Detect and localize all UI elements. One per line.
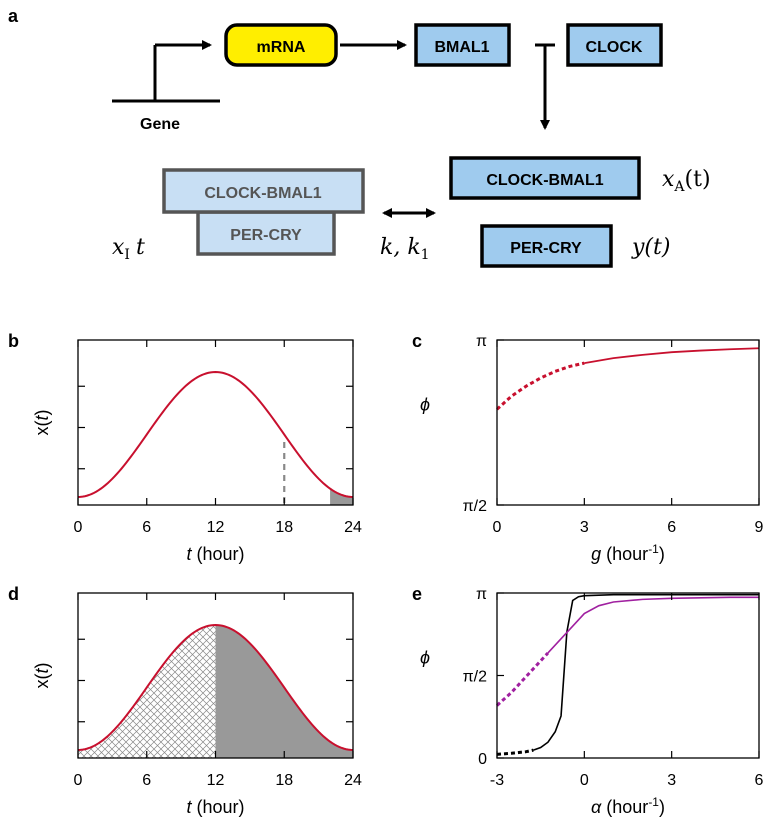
bmal1-box bbox=[414, 23, 511, 67]
panel-e-series-0-dashed bbox=[496, 748, 534, 756]
panel-d-xtick-label-4: 24 bbox=[344, 772, 362, 789]
rates-label: k, k1 bbox=[380, 235, 430, 263]
panel-c-xtick-label-3: 9 bbox=[755, 519, 764, 536]
complex-clock-bmal1-box bbox=[162, 168, 365, 214]
panel-c-ytick-label-1: π bbox=[476, 333, 487, 350]
panel-e-ytick-label-1: π/2 bbox=[463, 669, 487, 686]
panel-c-chart: 0 3 6 9 π/2 π g (hour-1) ϕ bbox=[420, 333, 764, 564]
panel-e-xtick-label-1: 0 bbox=[580, 772, 589, 789]
complex-bottom-label: PER-CRY bbox=[230, 227, 302, 244]
panel-e-frame bbox=[496, 592, 760, 759]
panel-d-chart: 0 6 12 18 24 t (hour) x(t) bbox=[32, 592, 362, 817]
panel-d-xtick-label-3: 18 bbox=[275, 772, 293, 789]
panel-e-series-1-dashed bbox=[495, 651, 550, 707]
panel-letter-e: e bbox=[412, 584, 422, 604]
panel-d-xtick-label-1: 6 bbox=[142, 772, 151, 789]
panel-e-ytick-label-2: π bbox=[476, 586, 487, 603]
panel-c-xtick-label-0: 0 bbox=[493, 519, 502, 536]
panel-d-xtick-label-0: 0 bbox=[74, 772, 83, 789]
panel-c-frame bbox=[496, 339, 760, 506]
panel-b-chart: 0 6 12 18 24 t (hour) x(t) bbox=[32, 339, 362, 564]
panel-e-chart: -3 0 3 60π/2πα (hour-1)ϕ bbox=[420, 586, 764, 817]
panel-letter-a: a bbox=[8, 6, 19, 26]
y-label: y(t) bbox=[631, 235, 670, 260]
panel-d-curve bbox=[77, 623, 354, 751]
panel-e-xtick-label-2: 3 bbox=[667, 772, 676, 789]
panel-d-xtick-label-2: 12 bbox=[207, 772, 225, 789]
per-cry-box bbox=[480, 224, 613, 268]
panel-c-xlabel: g (hour-1) bbox=[591, 542, 665, 564]
panel-c-series-0 bbox=[495, 361, 585, 411]
panel-e-xtick-label-3: 6 bbox=[755, 772, 764, 789]
gene-promoter-icon bbox=[112, 40, 220, 103]
panel-b-ylabel: x(t) bbox=[32, 409, 52, 435]
panel-d-hatched-region bbox=[78, 625, 216, 758]
panel-b-xtick-label-1: 6 bbox=[142, 519, 151, 536]
panel-d-ylabel: x(t) bbox=[32, 662, 52, 688]
panel-b-frame bbox=[77, 339, 354, 506]
panel-c-series-1 bbox=[584, 347, 760, 364]
panel-c-xtick-label-2: 6 bbox=[667, 519, 676, 536]
xi-label: xI t bbox=[112, 235, 145, 263]
panel-c-xtick-label-1: 3 bbox=[580, 519, 589, 536]
clock-box bbox=[566, 23, 663, 67]
panel-letter-b: b bbox=[8, 331, 19, 351]
panel-e-xtick-label-0: -3 bbox=[490, 772, 504, 789]
panel-d-xlabel: t (hour) bbox=[186, 797, 244, 817]
panel-letter-c: c bbox=[412, 331, 422, 351]
panel-e-series-1-solid bbox=[547, 596, 759, 654]
panel-e-ylabel: ϕ bbox=[420, 648, 430, 668]
mrna-box bbox=[224, 23, 338, 67]
mrna-label: mRNA bbox=[257, 39, 306, 56]
panel-c-ytick-label-0: π/2 bbox=[463, 498, 487, 515]
panel-b-xlabel: t (hour) bbox=[186, 544, 244, 564]
per-cry-label: PER-CRY bbox=[510, 240, 582, 257]
panel-e-series-0-solid bbox=[533, 593, 759, 751]
panel-b-xtick-label-0: 0 bbox=[74, 519, 83, 536]
xa-label: xA(t) bbox=[662, 167, 711, 195]
panel-b-xtick-label-4: 24 bbox=[344, 519, 362, 536]
panel-d-shaded-region bbox=[215, 625, 353, 758]
complex-top-label: CLOCK-BMAL1 bbox=[204, 185, 321, 202]
panel-e-ytick-label-0: 0 bbox=[478, 751, 487, 768]
binding-connector bbox=[535, 43, 555, 130]
bmal1-label: BMAL1 bbox=[434, 39, 489, 56]
clock-bmal1-label: CLOCK-BMAL1 bbox=[486, 172, 603, 189]
panel-b-xtick-label-2: 12 bbox=[207, 519, 225, 536]
panel-b-xtick-label-3: 18 bbox=[275, 519, 293, 536]
panel-letter-d: d bbox=[8, 584, 19, 604]
panel-e-xlabel: α (hour-1) bbox=[591, 795, 665, 817]
panel-c-ylabel: ϕ bbox=[420, 395, 430, 415]
panel-b-curve bbox=[77, 370, 354, 498]
gene-label: Gene bbox=[140, 116, 180, 133]
clock-label: CLOCK bbox=[586, 39, 643, 56]
clock-bmal1-box bbox=[449, 156, 641, 200]
